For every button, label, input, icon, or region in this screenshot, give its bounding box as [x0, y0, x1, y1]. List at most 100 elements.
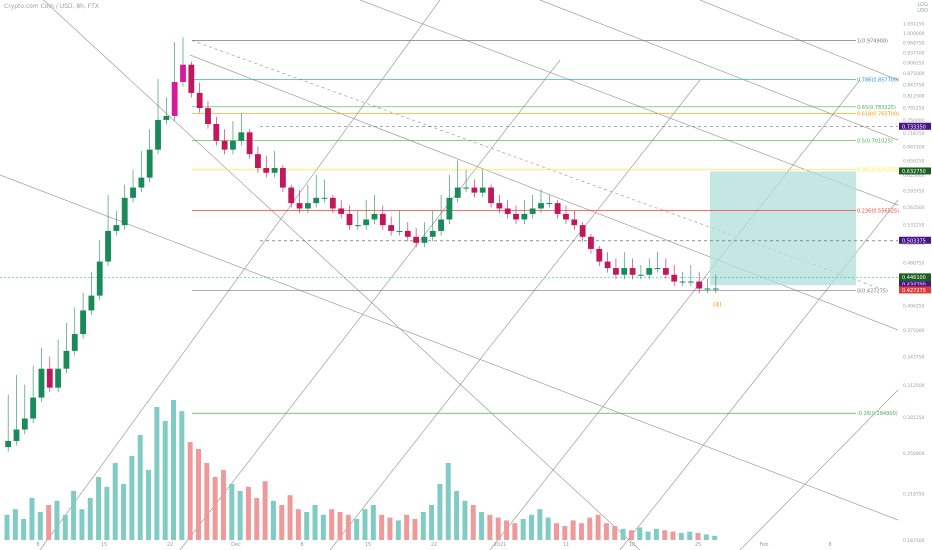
y-tick-label: 0.500000	[903, 241, 925, 247]
candle-body	[238, 132, 245, 141]
candle-body	[321, 197, 328, 199]
x-tick-label: 8	[36, 542, 39, 548]
candle-body	[687, 281, 694, 283]
pitchfork-line	[699, 0, 899, 81]
volume-bar	[545, 517, 551, 540]
candle-body	[105, 230, 111, 262]
price-badge-label: 0.733350	[902, 124, 926, 130]
volume-bar	[628, 530, 634, 540]
currency-label[interactable]: USD	[917, 8, 928, 14]
candle-body	[496, 203, 503, 209]
volume-bar	[295, 509, 301, 540]
y-tick-label: 0.718750	[903, 131, 925, 137]
y-tick-label: 0.843750	[903, 82, 925, 88]
volume-bar	[179, 411, 185, 540]
y-tick-label: 0.406250	[903, 304, 925, 310]
y-tick-label: 1.000000	[903, 31, 925, 37]
fib-level-label: 1(0.974900)	[857, 38, 888, 44]
volume-bar	[96, 477, 102, 540]
volume-bar	[570, 520, 576, 540]
fib-level-label: 0.382(0.636375)	[857, 168, 899, 174]
candle-body	[463, 187, 469, 189]
candle-body	[246, 132, 253, 155]
price-badge	[899, 286, 931, 294]
candle-body	[654, 268, 661, 270]
candle-body	[188, 64, 195, 93]
volume-bar	[587, 517, 593, 540]
candle-body	[96, 261, 103, 296]
candle-body	[80, 310, 87, 335]
candle-body	[671, 274, 678, 282]
y-tick-label: 0.281250	[903, 415, 925, 421]
price-badge	[899, 122, 931, 130]
candle-body	[546, 203, 553, 205]
pitchfork-line	[179, 59, 561, 550]
candle-body	[563, 213, 569, 220]
y-tick-label: 0.250000	[903, 451, 925, 457]
price-badge-label: 0.427275	[902, 288, 926, 294]
candle-body	[171, 82, 178, 116]
candle-body	[538, 203, 544, 209]
candle-body	[704, 288, 711, 290]
volume-bar	[603, 523, 609, 540]
candle-body	[180, 64, 186, 83]
candle-body	[163, 115, 170, 120]
volume-bar	[703, 534, 709, 540]
candle-body	[637, 274, 644, 276]
candle-body	[313, 197, 320, 204]
symbol-title: Crypto.com Coin / USD, 8h, FTX	[4, 3, 99, 10]
volume-bar	[204, 463, 210, 540]
candle-body	[213, 124, 220, 141]
volume-bar	[695, 533, 701, 540]
y-tick-label: 0.875000	[903, 71, 925, 77]
candle-body	[488, 187, 494, 204]
candle-body	[679, 281, 686, 283]
y-tick-label: 0.187500	[903, 538, 925, 544]
x-tick-label: Dec	[231, 542, 241, 548]
candle-body	[279, 168, 286, 188]
candle-body	[588, 236, 594, 249]
candle-body	[513, 213, 519, 220]
candle-body	[613, 268, 619, 275]
volume-bar	[320, 514, 326, 540]
pitchfork-line	[489, 79, 861, 550]
y-tick-label: 0.343750	[903, 354, 925, 360]
volume-bar	[112, 463, 118, 540]
volume-bar	[662, 530, 668, 540]
candle-body	[712, 288, 719, 290]
candle-body	[55, 368, 62, 388]
volume-bar	[354, 519, 360, 540]
volume-bar	[412, 519, 418, 540]
y-tick-label: 0.531250	[903, 222, 925, 228]
volume-bar	[495, 517, 501, 540]
volume-bar	[304, 512, 310, 540]
volume-bar	[670, 531, 676, 540]
y-tick-label: 0.968750	[903, 40, 925, 46]
candle-body	[429, 230, 436, 237]
candle-body	[288, 187, 295, 204]
candle-body	[363, 219, 370, 226]
scale-mode-badges[interactable]: LOG USD	[917, 2, 928, 14]
volume-bar	[512, 523, 518, 540]
x-tick-label: 15	[101, 542, 107, 548]
scale-mode-label[interactable]: LOG	[917, 2, 928, 8]
candle-body	[255, 154, 261, 169]
candle-body	[296, 203, 303, 209]
volume-bar	[620, 528, 626, 540]
volume-bar	[470, 505, 476, 540]
candle-body	[221, 140, 228, 150]
pitchfork-line	[42, 0, 641, 550]
candle-body	[329, 197, 336, 209]
fib-level-label: 0.5(0.701025)	[857, 138, 893, 144]
volume-bar	[379, 514, 385, 540]
pitchfork-line	[329, 79, 701, 550]
volume-bar	[404, 514, 410, 540]
candle-body	[504, 208, 511, 214]
volume-bar	[254, 498, 260, 540]
volume-bar	[329, 509, 335, 540]
target-box	[710, 171, 856, 286]
candle-body	[21, 418, 28, 430]
candle-body	[388, 225, 395, 231]
price-badge	[899, 281, 931, 289]
